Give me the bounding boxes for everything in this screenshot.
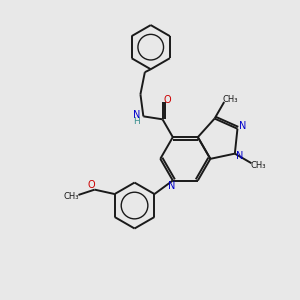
Text: N: N (168, 181, 175, 190)
Text: CH₃: CH₃ (250, 161, 266, 170)
Text: CH₃: CH₃ (63, 192, 79, 201)
Text: N: N (133, 110, 141, 120)
Text: O: O (87, 180, 95, 190)
Text: N: N (239, 122, 246, 131)
Text: H: H (134, 117, 140, 126)
Text: N: N (236, 151, 244, 161)
Text: CH₃: CH₃ (223, 95, 239, 104)
Text: O: O (164, 95, 171, 106)
